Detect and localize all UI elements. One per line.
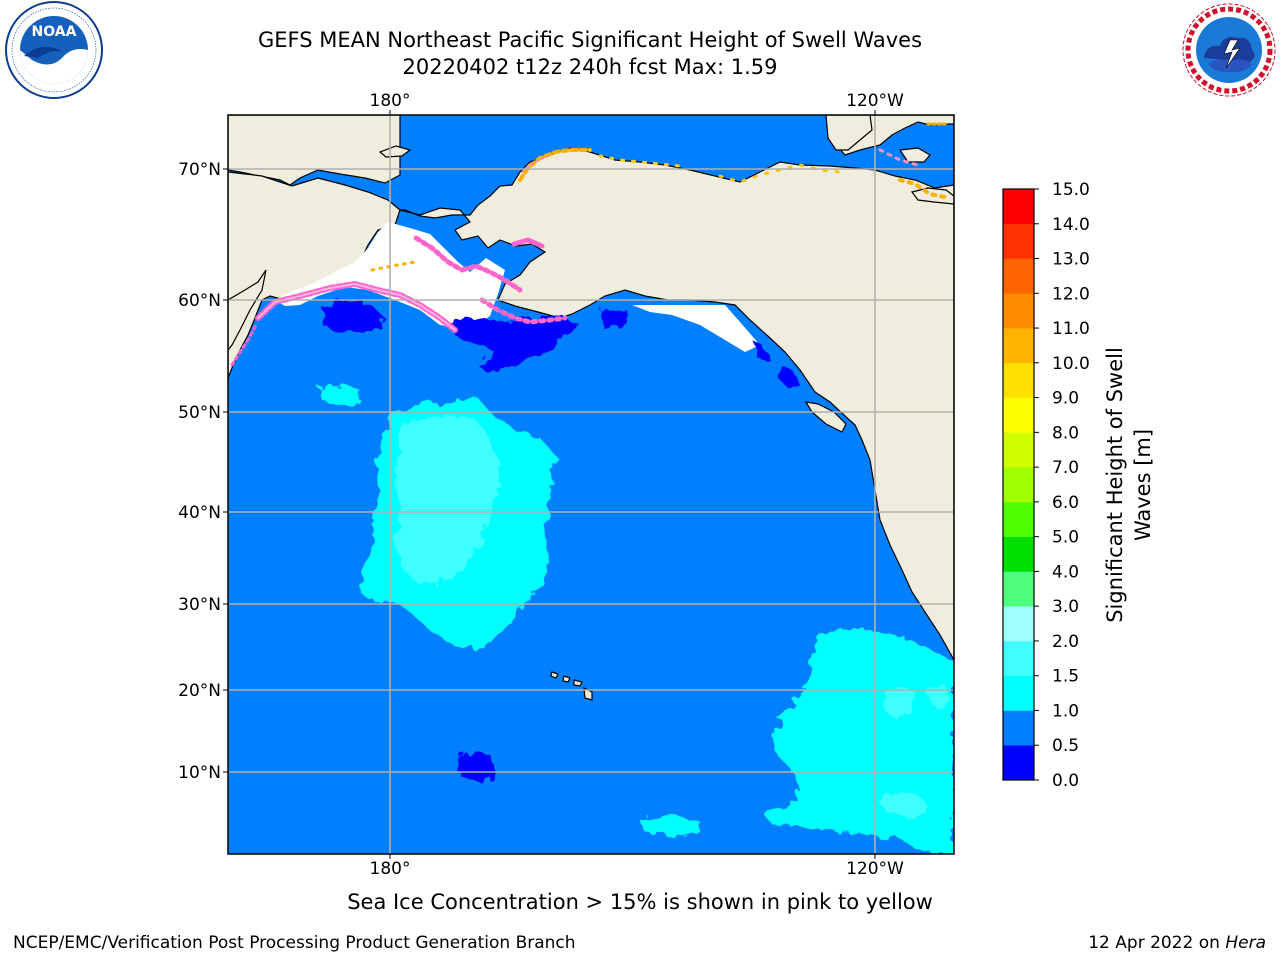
chart-title: GEFS MEAN Northeast Pacific Significant … xyxy=(257,28,923,52)
footer-date: 12 Apr 2022 on Hera xyxy=(1088,933,1266,953)
colorbar-swatch xyxy=(1003,606,1034,642)
colorbar-swatch xyxy=(1003,710,1034,746)
lon-tick-bottom-0: 180° xyxy=(370,859,411,879)
colorbar-tick-label: 0.0 xyxy=(1052,771,1079,791)
sea-ice-note: Sea Ice Concentration > 15% is shown in … xyxy=(347,890,933,914)
colorbar-label-line1: Significant Height of Swell xyxy=(1103,347,1127,623)
lat-tick-30: 30°N xyxy=(178,595,221,615)
colorbar-tick-label: 4.0 xyxy=(1052,562,1079,582)
colorbar-tick-label: 1.0 xyxy=(1052,701,1079,721)
colorbar-swatch xyxy=(1003,223,1034,259)
colorbar-tick-label: 7.0 xyxy=(1052,458,1079,478)
colorbar-frame xyxy=(1002,188,1035,781)
footer-credit: NCEP/EMC/Verification Post Processing Pr… xyxy=(13,933,576,953)
colorbar-swatch xyxy=(1003,362,1034,398)
colorbar-tick-label: 1.5 xyxy=(1052,667,1079,687)
noaa-logo: NOAA xyxy=(5,1,103,99)
colorbar-tick-label: 13.0 xyxy=(1052,250,1090,270)
sea-ice-edge xyxy=(230,235,568,367)
lon-tick-top-1: 120°W xyxy=(846,91,904,111)
colorbar-tick-label: 9.0 xyxy=(1052,389,1079,409)
colorbar-swatch xyxy=(1003,397,1034,433)
low-swell-zones xyxy=(322,300,800,782)
map-panel xyxy=(228,115,954,854)
lat-tick-40: 40°N xyxy=(178,503,221,523)
lat-tick-70: 70°N xyxy=(178,160,221,180)
footer-date-text: 12 Apr 2022 on xyxy=(1088,933,1220,953)
lat-tick-60: 60°N xyxy=(178,291,221,311)
colorbar-label-line2: Waves [m] xyxy=(1131,429,1155,541)
land-russia xyxy=(228,115,401,186)
map-frame xyxy=(227,114,955,855)
colorbar-tick-label: 5.0 xyxy=(1052,528,1079,548)
colorbar-swatch xyxy=(1003,258,1034,294)
colorbar-tick-label: 10.0 xyxy=(1052,354,1090,374)
colorbar-tick-label: 12.0 xyxy=(1052,284,1090,304)
colorbar: 0.0 0.5 1.0 1.5 2.0 3.0 4.0 5.0 6.0 7.0 8.0 9.0 10.0… xyxy=(1002,180,1090,791)
hawaii-islands xyxy=(550,671,593,701)
colorbar-tick-label: 3.0 xyxy=(1052,597,1079,617)
colorbar-swatch xyxy=(1003,536,1034,572)
lat-tick-10: 10°N xyxy=(178,763,221,783)
nws-logo xyxy=(1182,3,1276,97)
colorbar-swatch xyxy=(1003,640,1034,677)
land-island-1 xyxy=(825,115,873,151)
lat-ticks xyxy=(223,168,228,773)
colorbar-tick-label: 0.5 xyxy=(1052,736,1079,756)
chart-subtitle: 20220402 t12z 240h fcst Max: 1.59 xyxy=(402,55,778,79)
svg-text:NOAA: NOAA xyxy=(32,24,77,40)
colorbar-swatch xyxy=(1003,675,1034,711)
lat-tick-20: 20°N xyxy=(178,681,221,701)
colorbar-swatch xyxy=(1003,328,1034,364)
swell-patches-high xyxy=(396,416,950,818)
lon-tick-top-0: 180° xyxy=(370,91,411,111)
gridlines xyxy=(228,115,954,854)
sea-ice-east xyxy=(632,305,760,352)
colorbar-swatch xyxy=(1003,745,1034,781)
colorbar-swatch xyxy=(1003,467,1034,503)
colorbar-swatch xyxy=(1003,293,1034,329)
colorbar-tick-label: 14.0 xyxy=(1052,215,1090,235)
lon-tick-bottom-1: 120°W xyxy=(846,859,904,879)
colorbar-swatch xyxy=(1003,432,1034,468)
lat-tick-50: 50°N xyxy=(178,403,221,423)
land-vancouver-island xyxy=(804,401,847,433)
colorbar-swatch xyxy=(1003,189,1034,225)
colorbar-tick-label: 15.0 xyxy=(1052,180,1090,200)
land-wrangel xyxy=(378,145,412,158)
footer-host: Hera xyxy=(1225,933,1266,953)
colorbar-swatch xyxy=(1003,571,1034,607)
colorbar-swatch xyxy=(1003,501,1034,537)
colorbar-tick-label: 6.0 xyxy=(1052,493,1079,513)
land-island-2 xyxy=(898,147,931,163)
colorbar-tick-label: 2.0 xyxy=(1052,632,1079,652)
colorbar-tick-label: 8.0 xyxy=(1052,423,1079,443)
colorbar-tick-label: 11.0 xyxy=(1052,319,1090,339)
